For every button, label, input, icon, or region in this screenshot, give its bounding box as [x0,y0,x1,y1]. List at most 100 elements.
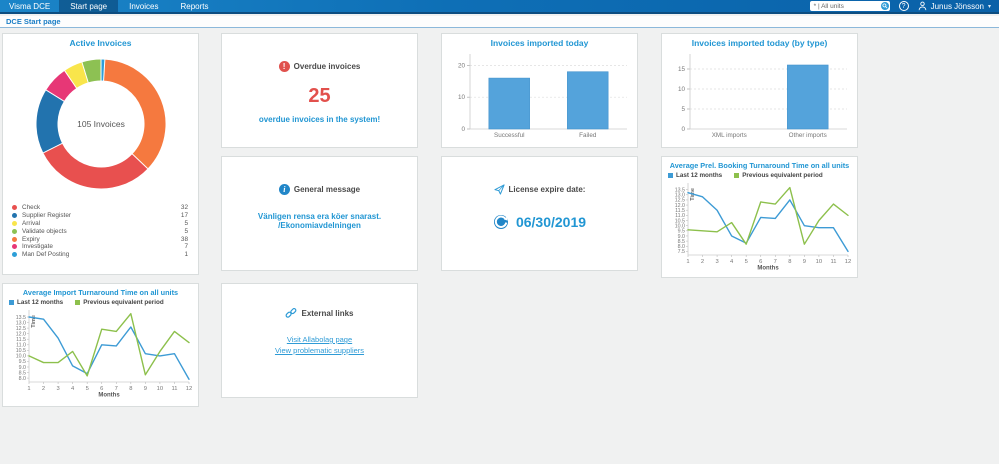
svg-text:11.5: 11.5 [16,337,26,343]
donut-legend: Check 32 Supplier Register 17 Arrival 5 … [3,200,198,259]
app-brand[interactable]: Visma DCE [9,1,51,11]
legend-item: Previous equivalent period [75,299,164,306]
legend-item: Previous equivalent period [734,172,823,179]
chart-title: Active Invoices [69,38,132,48]
svg-text:12.5: 12.5 [16,326,26,332]
svg-text:Successful: Successful [494,132,524,139]
svg-text:Months: Months [98,393,120,399]
nav-item-invoices[interactable]: Invoices [129,1,159,11]
svg-text:10: 10 [157,386,163,392]
legend-item: Arrival 5 [12,220,188,228]
link-problematic-suppliers[interactable]: View problematic suppliers [274,346,365,355]
user-menu[interactable]: Junus Jönsson ▾ [918,1,991,11]
nav-item-start-page[interactable]: Start page [59,0,119,12]
nav-item-reports[interactable]: Reports [180,1,209,11]
alert-icon: ! [278,61,290,72]
breadcrumb-link[interactable]: DCE Start page [6,17,61,26]
chart-title: Average Import Turnaround Time on all un… [22,288,179,297]
license-date: 06/30/2019 [515,214,587,230]
legend-dot [12,220,17,226]
legend-label: Validate objects [22,227,67,235]
paper-plane-icon [493,184,505,195]
link-icon [286,308,297,318]
timer-icon [493,215,508,229]
top-navigation: Visma DCE Start page Invoices Reports * … [0,0,999,14]
widget-general-message: i General message Vänligen rensa era köe… [221,156,418,271]
legend-dot [12,252,17,258]
widget-external-links: External links Visit Allabolag page View… [221,283,418,398]
bar-Other imports [787,64,829,130]
svg-text:11.5: 11.5 [675,208,685,214]
chart-title: Average Prel. Booking Turnaround Time on… [669,161,850,170]
svg-text:Months: Months [757,266,779,272]
search-icon[interactable] [880,2,889,10]
legend-value: 32 [180,204,188,212]
legend-label: Expiry [22,235,40,243]
svg-text:6: 6 [759,259,762,265]
legend-dot [12,228,17,234]
import-turnaround-line-chart: 13.5 13.0 12.5 12.0 11.5 11.0 10.5 10.0 9.5 9.0 8.… [3,306,198,398]
active-invoices-donut: 105 Invoices [3,48,198,200]
link-visit-allabolag[interactable]: Visit Allabolag page [286,335,353,344]
svg-text:12: 12 [845,259,851,265]
imported-by-type-bar-chart: 0 5 10 15 XML imports Other imports [662,48,857,145]
info-icon: i [278,184,290,195]
legend-swatch [734,173,740,178]
svg-text:13.5: 13.5 [16,315,26,321]
svg-text:0: 0 [681,126,685,133]
svg-text:1: 1 [27,386,30,392]
svg-text:8.5: 8.5 [19,370,26,376]
series-Previous equivalent period [687,186,849,245]
imported-by-type-svg: 0 5 10 15 XML imports Other imports [678,54,847,139]
svg-text:2: 2 [42,386,45,392]
svg-text:9: 9 [803,259,806,265]
legend-value: 38 [180,235,188,243]
general-message-text: Vänligen rensa era köer snarast. /Ekonom… [257,212,382,230]
legend-item: Validate objects 5 [12,227,188,235]
svg-text:8: 8 [129,386,132,392]
svg-text:13.5: 13.5 [675,187,685,193]
widget-import-turnaround: Average Import Turnaround Time on all un… [2,283,199,407]
svg-text:9.0: 9.0 [678,234,685,240]
svg-text:5: 5 [745,259,748,265]
imported-today-svg: 0 10 20 Successful Failed [458,54,627,139]
svg-text:0: 0 [461,126,465,133]
legend-label: Investigate [22,243,53,251]
svg-text:Other imports: Other imports [789,132,827,139]
legend-item: Investigate 7 [12,243,188,251]
chart-title: Invoices imported today [490,38,589,48]
line-legend: Last 12 months Previous equivalent perio… [662,170,857,179]
svg-text:Time: Time [31,315,37,328]
svg-text:10: 10 [678,86,686,93]
legend-label: Check [22,204,41,212]
legend-label: Last 12 months [17,299,64,306]
bar-Successful [488,77,530,130]
chevron-down-icon: ▾ [987,3,991,10]
svg-text:11.0: 11.0 [675,213,685,219]
legend-label: Previous equivalent period [742,172,823,179]
breadcrumb: DCE Start page [0,16,999,28]
svg-text:8: 8 [788,259,791,265]
overdue-message: overdue invoices in the system! [258,115,381,124]
bar-Failed [567,71,609,130]
svg-text:10.0: 10.0 [675,223,685,229]
svg-text:8.0: 8.0 [678,244,685,250]
svg-text:13.0: 13.0 [675,193,685,199]
prel-booking-svg: 13.513.012.512.011.511.010.510.09.59.08.… [675,183,851,272]
help-icon[interactable]: ? [898,1,909,11]
unit-selector[interactable]: * | All units [809,1,890,11]
series-Last 12 months [28,316,190,380]
legend-label: Supplier Register [22,212,72,220]
legend-swatch [75,300,81,305]
legend-item: Last 12 months [9,299,63,306]
legend-value: 7 [184,243,188,251]
svg-text:12: 12 [186,386,192,392]
user-name: Junus Jönsson [930,1,984,11]
legend-value: 17 [180,212,188,220]
svg-text:9: 9 [144,386,147,392]
svg-text:15: 15 [678,66,686,73]
unit-selector-value: * | All units [813,2,844,10]
svg-text:11.0: 11.0 [16,343,26,349]
svg-text:5: 5 [86,386,89,392]
user-icon [918,1,926,11]
